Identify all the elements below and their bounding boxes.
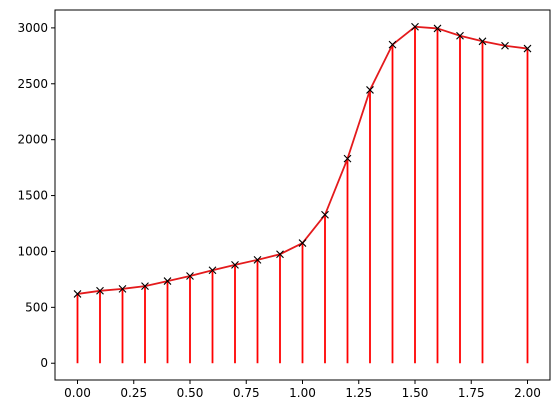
x-tick-label: 0.25 — [120, 386, 147, 400]
data-point-marker — [343, 154, 352, 163]
plot-area — [73, 22, 532, 364]
y-tick-label: 2000 — [17, 133, 48, 147]
data-point-marker — [501, 41, 509, 50]
data-point-marker — [456, 31, 464, 40]
x-tick-label: 1.25 — [345, 386, 372, 400]
data-point-marker — [298, 239, 307, 247]
data-point-marker — [276, 250, 284, 259]
y-tick-label: 0 — [40, 356, 48, 370]
data-point-marker — [186, 272, 194, 280]
data-point-marker — [523, 44, 532, 53]
y-tick-label: 1500 — [17, 189, 48, 203]
x-tick-label: 0.00 — [64, 386, 91, 400]
data-point-marker — [411, 22, 419, 31]
data-point-marker — [433, 24, 442, 33]
data-point-marker — [96, 286, 104, 295]
x-axis: 0.00 0.25 0.50 0.75 1.00 1.25 1.50 1.75 2.00 — [64, 380, 541, 400]
y-tick-label: 1000 — [17, 244, 48, 258]
x-tick-label: 1.00 — [289, 386, 316, 400]
data-point-marker — [253, 255, 262, 264]
y-tick-label: 3000 — [17, 21, 48, 35]
data-point-marker — [118, 285, 127, 293]
data-point-marker — [163, 277, 172, 285]
data-point-marker — [141, 282, 149, 290]
y-axis: 0 500 1000 1500 2000 2500 3000 — [17, 21, 55, 370]
x-tick-label: 1.50 — [402, 386, 429, 400]
data-point-marker — [231, 260, 239, 269]
y-tick-label: 2500 — [17, 77, 48, 91]
data-point-marker — [73, 290, 82, 298]
data-point-marker — [388, 40, 397, 49]
x-tick-label: 0.75 — [233, 386, 260, 400]
x-tick-label: 2.00 — [514, 386, 541, 400]
x-tick-label: 0.50 — [177, 386, 204, 400]
y-tick-label: 500 — [25, 300, 48, 314]
data-point-marker — [366, 86, 374, 94]
data-point-marker — [208, 266, 217, 275]
data-point-marker — [321, 210, 329, 219]
data-point-marker — [478, 37, 487, 46]
x-tick-label: 1.75 — [458, 386, 485, 400]
